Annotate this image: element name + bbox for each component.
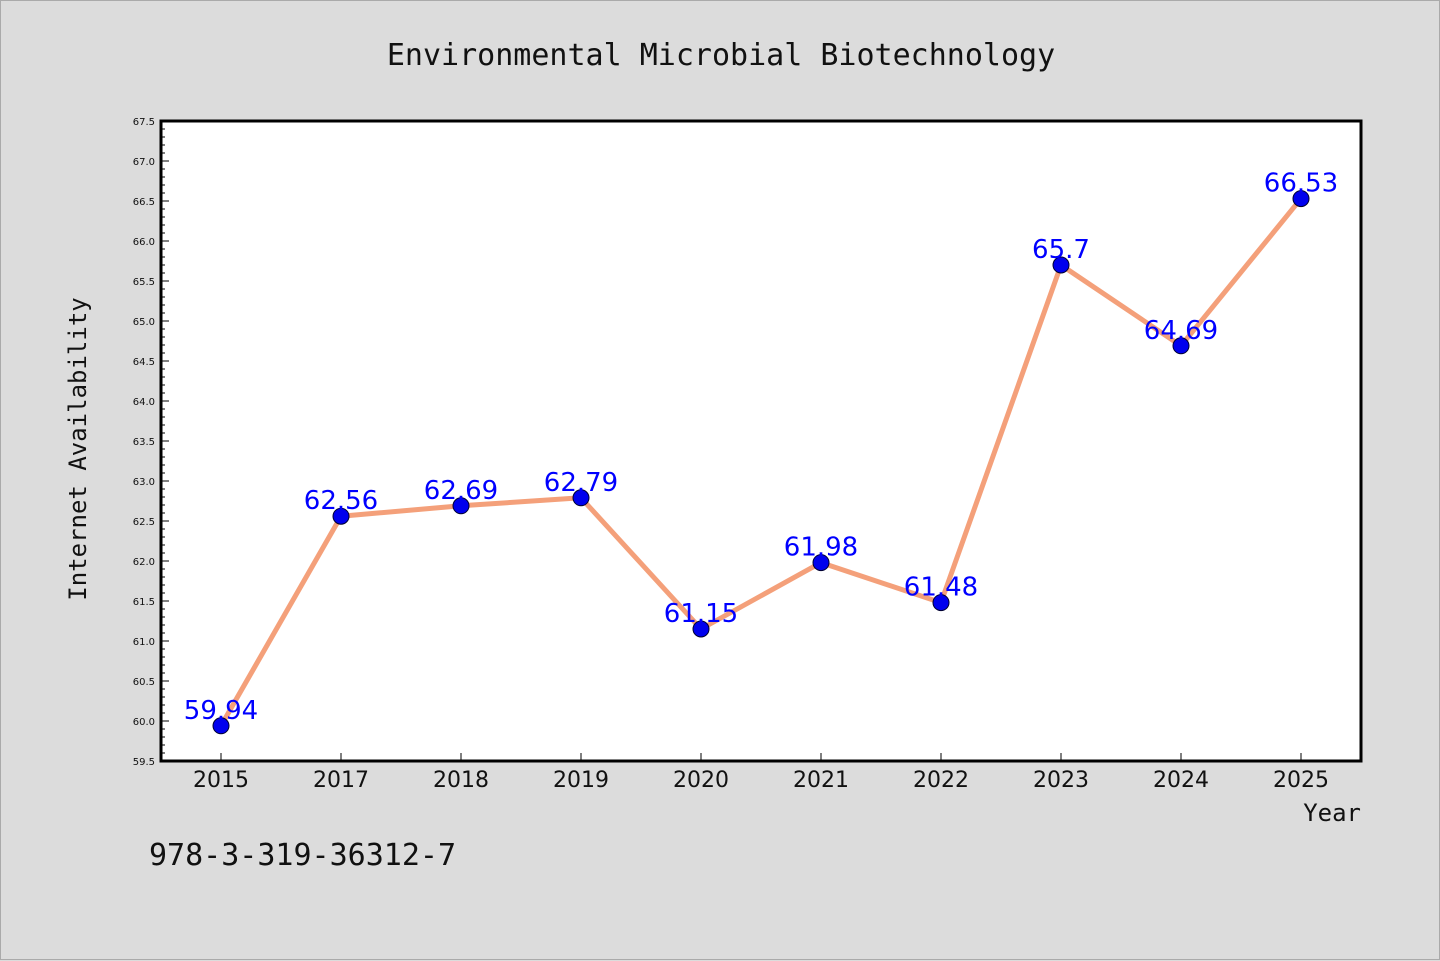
x-tick-label: 2022 (913, 768, 969, 793)
series-line (218, 196, 1304, 729)
y-tick-label: 64.5 (133, 357, 155, 368)
data-label: 64.69 (1144, 316, 1218, 346)
y-tick-label: 67.5 (133, 117, 155, 128)
y-tick-label: 65.5 (133, 277, 155, 288)
plot-area (159, 119, 1363, 763)
x-axis: 2015 2017 2018 2019 2020 2021 2022 2023 2024 2025 (193, 753, 1329, 793)
data-point-marker (572, 489, 590, 507)
y-tick-label: 64.0 (133, 397, 155, 408)
data-label-group: 59.94 62.56 62.69 62.79 61.15 61.98 61.48 65.7 6… (184, 169, 1338, 726)
y-tick-label: 61.0 (133, 637, 155, 648)
data-point-marker (332, 507, 350, 525)
y-tick-label: 62.5 (133, 517, 155, 528)
x-tick-label: 2018 (433, 768, 489, 793)
y-tick-label: 60.0 (133, 717, 155, 728)
x-tick-label: 2020 (673, 768, 729, 793)
y-tick-label: 65.0 (133, 317, 155, 328)
data-label: 66.53 (1264, 169, 1338, 199)
y-tick-label: 60.5 (133, 677, 155, 688)
data-label: 62.56 (304, 486, 378, 516)
y-axis-label: Internet Availability (64, 297, 92, 600)
data-label: 65.7 (1032, 235, 1090, 265)
x-tick-label: 2019 (553, 768, 609, 793)
data-point-marker (692, 620, 710, 638)
x-tick-label: 2017 (313, 768, 369, 793)
y-tick-label: 67.0 (133, 157, 155, 168)
data-label: 62.79 (544, 468, 618, 498)
data-point-marker (932, 594, 950, 612)
data-label: 59.94 (184, 696, 258, 726)
y-axis: 59.5 60.0 60.5 61.0 61.5 62.0 62.5 63.0 63.5 64.0… (133, 117, 169, 768)
data-point-marker (212, 717, 230, 735)
data-point-marker (1172, 337, 1190, 355)
y-tick-label: 63.0 (133, 477, 155, 488)
x-tick-label: 2015 (193, 768, 249, 793)
y-tick-label: 66.0 (133, 237, 155, 248)
data-label: 61.98 (784, 533, 858, 563)
data-label: 62.69 (424, 476, 498, 506)
y-tick-label: 66.5 (133, 197, 155, 208)
chart-title: Environmental Microbial Biotechnology (387, 38, 1055, 73)
isbn-text: 978-3-319-36312-7 (149, 838, 456, 873)
data-label: 61.48 (904, 573, 978, 603)
y-tick-label: 59.5 (133, 757, 155, 768)
x-tick-label: 2025 (1273, 768, 1329, 793)
series-line-group (212, 190, 1310, 735)
x-tick-label: 2023 (1033, 768, 1089, 793)
x-tick-label: 2024 (1153, 768, 1209, 793)
data-point-marker (1292, 190, 1310, 208)
y-tick-label: 63.5 (133, 437, 155, 448)
data-point-marker (1052, 256, 1070, 274)
y-tick-label: 61.5 (133, 597, 155, 608)
data-point-marker (452, 497, 470, 515)
data-point-marker (812, 554, 830, 572)
x-axis-label: Year (1303, 799, 1361, 827)
data-label: 61.15 (664, 599, 738, 629)
x-tick-label: 2021 (793, 768, 849, 793)
y-tick-label: 62.0 (133, 557, 155, 568)
